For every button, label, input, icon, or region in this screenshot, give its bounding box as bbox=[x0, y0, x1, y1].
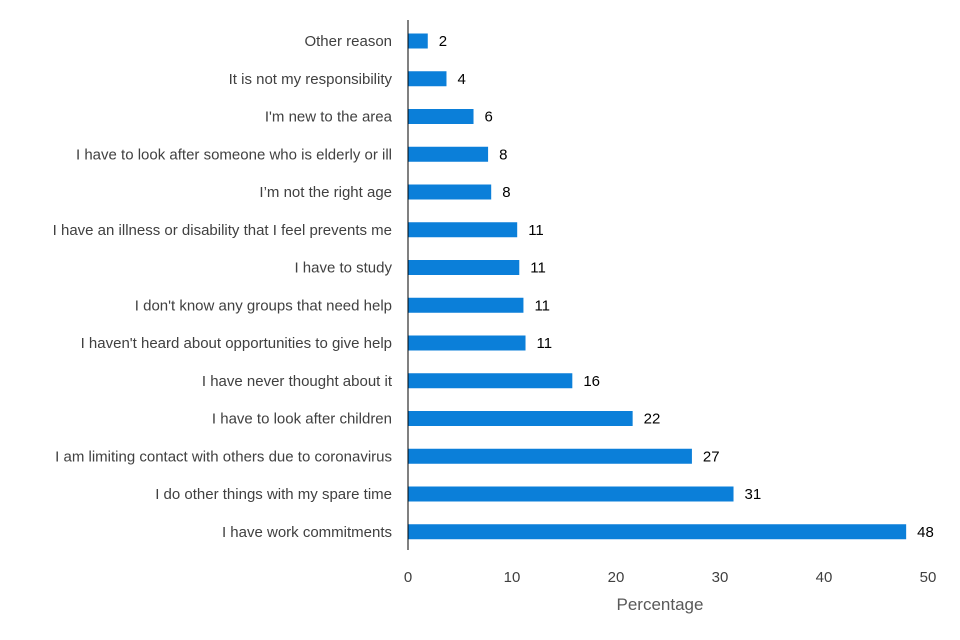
data-label: 8 bbox=[502, 184, 510, 201]
category-label: I am limiting contact with others due to… bbox=[55, 448, 392, 465]
data-label: 2 bbox=[439, 33, 447, 50]
data-label: 48 bbox=[917, 524, 934, 541]
category-label: I have to look after someone who is elde… bbox=[76, 146, 392, 163]
x-tick-label: 40 bbox=[816, 569, 833, 586]
category-label: I have to study bbox=[294, 260, 392, 277]
bar bbox=[408, 184, 492, 200]
category-label: I have work commitments bbox=[222, 524, 392, 541]
category-label: I have to look after children bbox=[212, 411, 392, 428]
category-label: Other reason bbox=[304, 33, 392, 50]
category-labels: Other reason It is not my responsibility I… bbox=[53, 33, 393, 541]
x-axis-title: Percentage bbox=[617, 595, 704, 614]
data-label: 16 bbox=[583, 373, 600, 390]
bar bbox=[408, 109, 474, 124]
bar bbox=[408, 33, 428, 49]
data-label: 6 bbox=[485, 109, 493, 126]
x-tick-label: 10 bbox=[504, 569, 521, 586]
bar bbox=[408, 486, 734, 502]
category-label: I’m not the right age bbox=[259, 184, 392, 201]
data-label: 11 bbox=[528, 222, 544, 239]
category-label: I have never thought about it bbox=[202, 373, 393, 390]
bar bbox=[408, 222, 518, 238]
bar bbox=[408, 71, 447, 87]
bar bbox=[408, 448, 692, 464]
category-label: I don't know any groups that need help bbox=[135, 297, 392, 314]
data-label: 27 bbox=[703, 448, 720, 465]
x-tick-label: 0 bbox=[404, 569, 412, 586]
bar bbox=[408, 524, 907, 540]
data-label: 11 bbox=[537, 335, 553, 352]
bar bbox=[408, 411, 633, 426]
x-tick-labels: 0 10 20 30 40 50 bbox=[404, 569, 937, 586]
category-label: I haven't heard about opportunities to g… bbox=[81, 335, 392, 352]
data-label: 31 bbox=[745, 486, 762, 503]
category-label: I do other things with my spare time bbox=[155, 486, 392, 503]
category-label: I'm new to the area bbox=[265, 109, 393, 126]
bars-group bbox=[408, 33, 907, 540]
data-label: 11 bbox=[534, 297, 550, 314]
bar bbox=[408, 373, 573, 389]
category-label: It is not my responsibility bbox=[229, 71, 393, 88]
value-labels: 2 4 6 8 8 11 11 11 11 16 22 27 31 48 bbox=[439, 33, 934, 541]
x-tick-label: 20 bbox=[608, 569, 625, 586]
category-label: I have an illness or disability that I f… bbox=[53, 222, 392, 239]
data-label: 11 bbox=[530, 260, 546, 277]
bar bbox=[408, 260, 520, 275]
x-tick-label: 30 bbox=[712, 569, 729, 586]
bar bbox=[408, 335, 526, 351]
data-label: 8 bbox=[499, 146, 507, 163]
data-label: 22 bbox=[644, 411, 661, 428]
bar bbox=[408, 297, 524, 313]
data-label: 4 bbox=[457, 71, 465, 88]
bar bbox=[408, 146, 489, 162]
x-tick-label: 50 bbox=[920, 569, 937, 586]
